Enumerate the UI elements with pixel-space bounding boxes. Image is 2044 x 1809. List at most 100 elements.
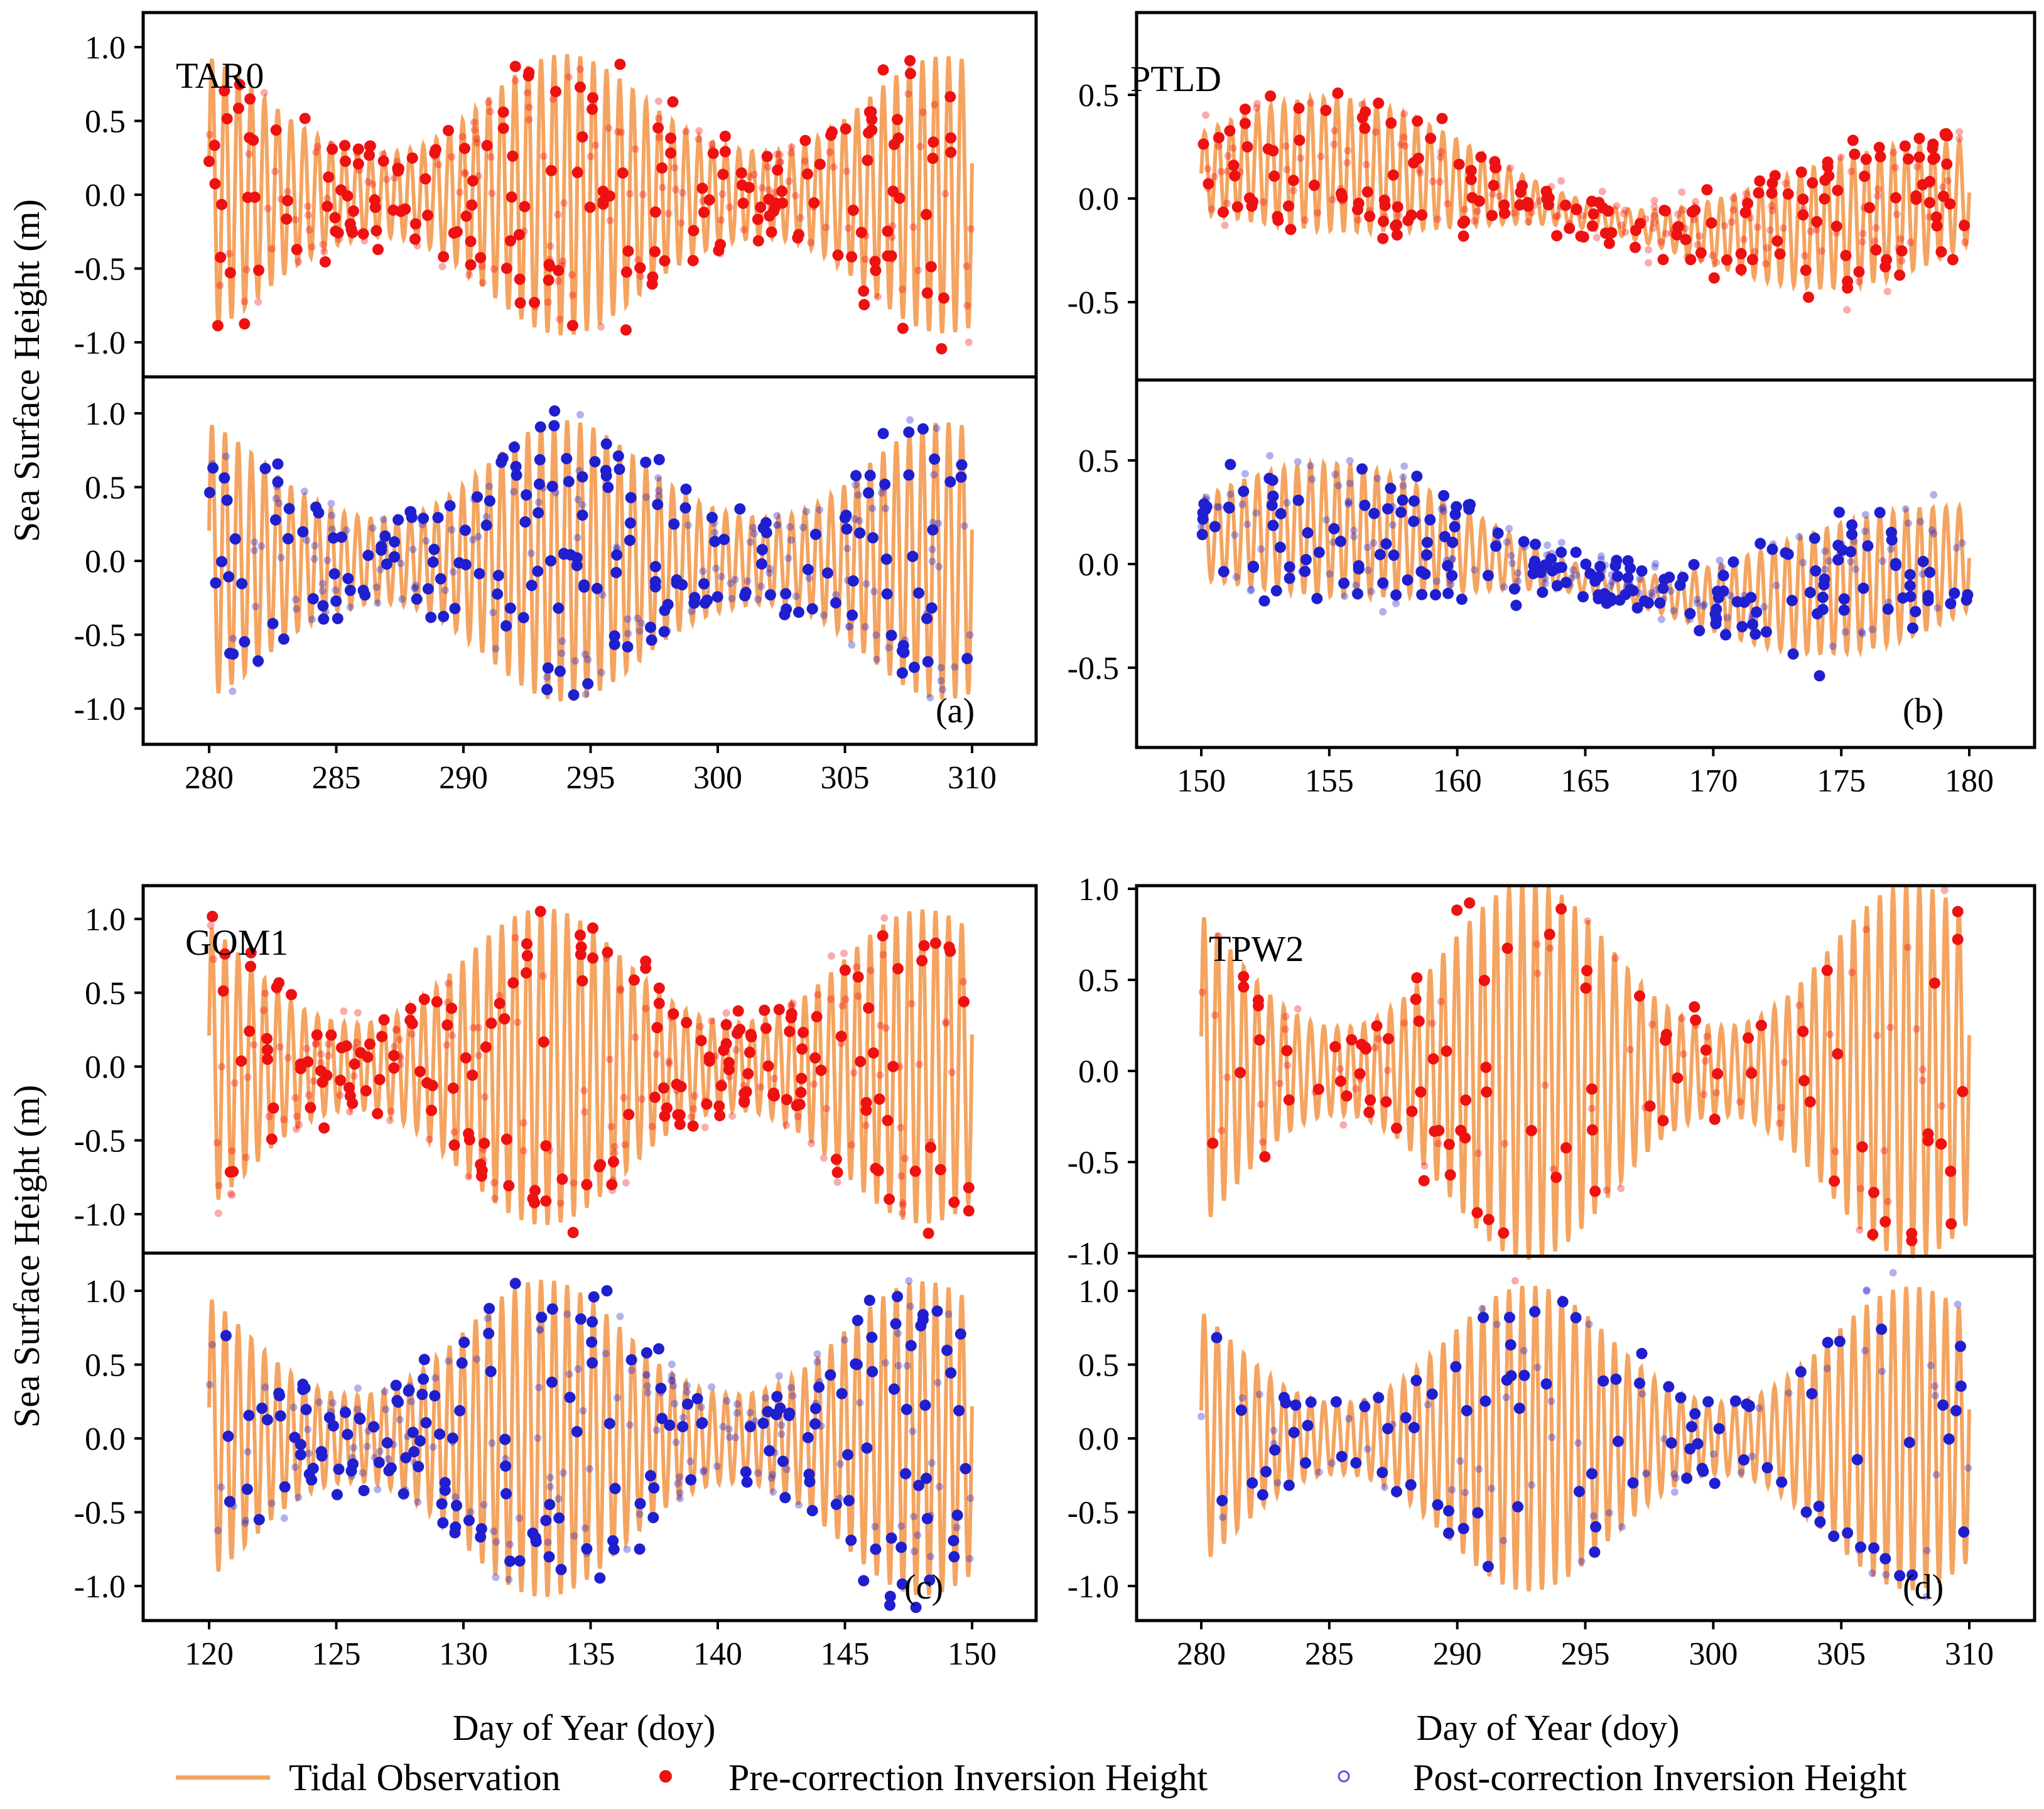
post-correction-point [1642,1469,1650,1477]
pre-correction-point [1662,229,1670,237]
pre-correction-point [776,185,788,197]
pre-correction-point [549,95,557,103]
pre-correction-point [880,914,889,922]
pre-correction-point [418,993,430,1005]
post-correction-point [505,1575,513,1584]
pre-correction-point [370,225,382,237]
post-correction-point [467,1508,475,1516]
pre-correction-point [228,1147,236,1155]
post-correction-point [769,1470,777,1479]
post-correction-point [822,567,833,579]
post-correction-point [1931,1391,1939,1399]
post-correction-point [966,1555,974,1563]
post-correction-point [534,421,546,433]
post-correction-point [1211,1332,1223,1344]
post-correction-point [327,532,339,544]
post-correction-point [401,1486,409,1494]
pre-correction-point [519,200,531,212]
post-correction-point [664,1420,676,1431]
pre-correction-point [1208,205,1216,213]
post-correction-point [613,543,621,551]
pre-correction-point [1229,170,1241,182]
pre-correction-point [316,1059,325,1067]
post-correction-point [558,649,566,657]
pre-correction-point [622,245,634,257]
post-correction-point [1728,556,1739,568]
pre-correction-point [1253,1034,1265,1046]
post-correction-point [300,1404,312,1416]
post-correction-point [376,1447,384,1455]
post-correction-point [587,1357,598,1369]
post-correction-point [751,1417,759,1425]
pre-correction-point [273,987,281,995]
pre-correction-point [1753,187,1765,199]
post-correction-point [1813,1501,1825,1513]
pre-correction-point [1961,238,1969,246]
pre-correction-point [877,930,889,942]
post-correction-point [1196,529,1208,540]
pre-correction-point [1229,144,1237,152]
pre-correction-point [480,1041,492,1053]
post-correction-point [1402,574,1414,586]
post-correction-point [1275,508,1287,519]
post-correction-point [1631,602,1643,614]
post-correction-point [354,1384,362,1393]
post-correction-point [303,536,311,545]
post-correction-point [1451,501,1463,513]
post-correction-point [368,1421,380,1433]
post-correction-point [397,1488,409,1500]
post-correction-point [624,535,635,546]
post-correction-point [411,584,419,592]
pre-correction-point [1634,990,1645,1002]
post-correction-point [712,564,720,572]
post-correction-point [903,426,915,438]
pre-correction-point [319,241,327,249]
post-correction-point [1518,1369,1530,1381]
pre-correction-point [261,1033,273,1045]
post-correction-point [655,1383,667,1394]
post-correction-point [1405,1479,1417,1491]
pre-correction-point [372,1108,384,1120]
pre-correction-point [1736,1098,1744,1106]
post-correction-point [1447,536,1459,548]
pre-correction-point [411,234,419,242]
post-correction-point [941,1344,953,1356]
post-correction-point [1426,1388,1438,1400]
post-correction-point [882,504,889,513]
pre-correction-point [738,1095,750,1107]
post-correction-point [490,1527,497,1535]
y-tick-label: 0.5 [1078,963,1119,999]
pre-correction-point [807,239,815,247]
pre-correction-point [566,320,578,332]
pre-correction-point [1541,193,1553,205]
post-correction-point [1382,503,1393,515]
pre-correction-point [459,143,470,155]
post-correction-point [1927,1361,1935,1369]
pre-correction-point [653,982,665,994]
pre-correction-point [1444,200,1452,208]
pre-correction-point [224,267,236,279]
pre-correction-point [1223,167,1231,175]
post-correction-point [885,1532,897,1544]
post-correction-point [688,597,700,609]
post-correction-point [1599,567,1607,574]
post-correction-point [1618,1523,1626,1531]
pre-correction-point [715,1080,727,1092]
post-correction-point [836,1494,844,1502]
pre-correction-point [1436,178,1444,186]
post-correction-point [578,579,590,591]
pre-correction-point [1586,1083,1598,1095]
pre-correction-point [323,195,332,202]
pre-correction-point [1910,193,1922,205]
post-correction-point [1302,527,1314,539]
pre-correction-point [1945,1165,1957,1177]
pre-correction-point [1444,1169,1456,1181]
pre-correction-point [1352,1085,1360,1093]
pre-correction-point [1253,104,1261,112]
post-correction-point [854,491,862,499]
post-correction-point [784,1407,796,1419]
pre-correction-point [463,1127,475,1139]
post-correction-point [546,481,558,492]
post-correction-point [1955,1380,1967,1392]
